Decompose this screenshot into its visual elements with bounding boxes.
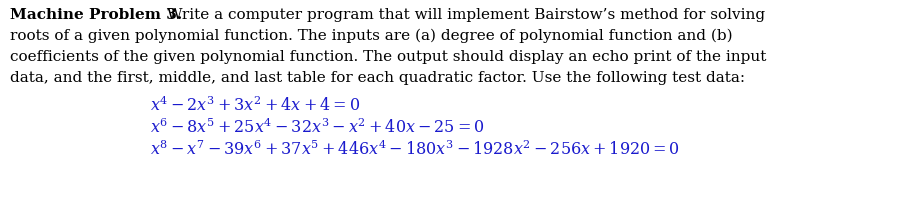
Text: data, and the first, middle, and last table for each quadratic factor. Use the f: data, and the first, middle, and last ta… (10, 71, 745, 85)
Text: $x^8 - x^7 - 39x^6 + 37x^5 + 446x^4 - 180x^3 - 1928x^2 - 256x + 1920 = 0$: $x^8 - x^7 - 39x^6 + 37x^5 + 446x^4 - 18… (150, 140, 680, 159)
Text: $x^6 - 8x^5 + 25x^4 - 32x^3 - x^2 + 40x - 25 = 0$: $x^6 - 8x^5 + 25x^4 - 32x^3 - x^2 + 40x … (150, 118, 485, 137)
Text: Machine Problem 3.: Machine Problem 3. (10, 8, 182, 22)
Text: roots of a given polynomial function. The inputs are (a) degree of polynomial fu: roots of a given polynomial function. Th… (10, 29, 733, 43)
Text: Write a computer program that will implement Bairstow’s method for solving: Write a computer program that will imple… (162, 8, 765, 22)
Text: coefficients of the given polynomial function. The output should display an echo: coefficients of the given polynomial fun… (10, 50, 767, 64)
Text: $x^4 - 2x^3 + 3x^2 + 4x + 4 = 0$: $x^4 - 2x^3 + 3x^2 + 4x + 4 = 0$ (150, 96, 360, 115)
